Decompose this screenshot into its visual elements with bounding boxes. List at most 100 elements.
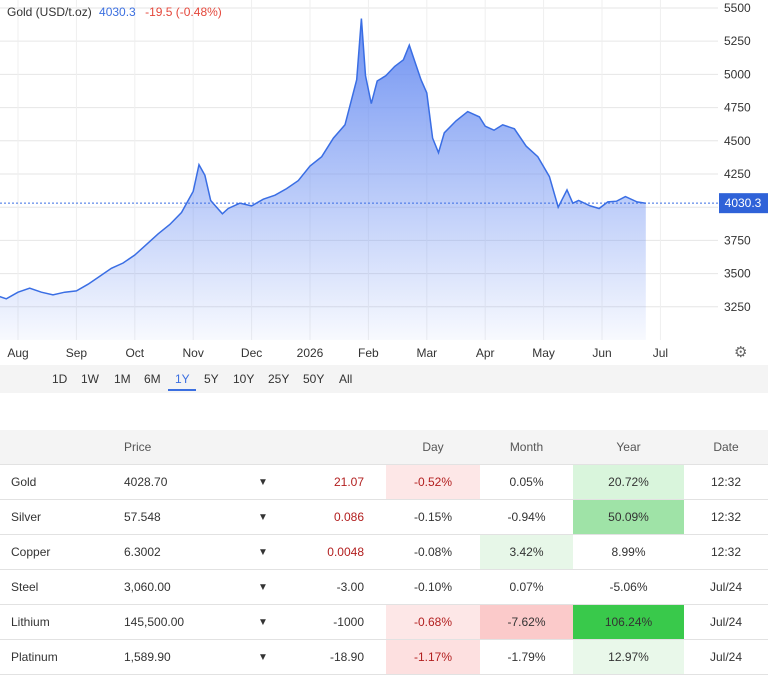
range-1d[interactable]: 1D <box>52 372 68 386</box>
row-date: 12:32 <box>684 499 768 535</box>
header-name <box>0 430 113 465</box>
row-name[interactable]: Lithium <box>0 604 113 640</box>
last-price-tag <box>719 193 768 214</box>
row-day: -1.17% <box>386 639 480 675</box>
gear-icon[interactable]: ⚙ <box>734 344 748 361</box>
table-row[interactable]: Silver 57.548 ▼ 0.086 -0.15% -0.94% 50.0… <box>0 499 768 535</box>
price-chart[interactable]: 5500525050004750450042504000375035003250… <box>0 0 768 365</box>
row-month: -1.79% <box>480 639 573 675</box>
row-month: 0.07% <box>480 569 573 605</box>
x-tick-label: May <box>532 346 555 360</box>
row-day: -0.10% <box>386 569 480 605</box>
instrument-change: -19.5 (-0.48%) <box>145 5 222 19</box>
table-row[interactable]: Gold 4028.70 ▼ 21.07 -0.52% 0.05% 20.72%… <box>0 464 768 500</box>
range-50y[interactable]: 50Y <box>303 372 325 386</box>
commodities-table: Price Day Month Year Date Gold 4028.70 ▼… <box>0 430 768 675</box>
table-row[interactable]: Lithium 145,500.00 ▼ -1000 -0.68% -7.62%… <box>0 604 768 640</box>
row-change: 0.086 <box>283 499 386 535</box>
y-tick-label: 4500 <box>724 134 751 148</box>
row-year: 8.99% <box>573 534 684 570</box>
arrow-down-icon: ▼ <box>243 499 283 535</box>
y-tick-label: 5000 <box>724 67 751 81</box>
price-line <box>0 18 646 300</box>
row-price: 4028.70 <box>113 464 243 500</box>
table-row[interactable]: Steel 3,060.00 ▼ -3.00 -0.10% 0.07% -5.0… <box>0 569 768 605</box>
range-6m[interactable]: 6M <box>144 372 161 386</box>
table-header-row: Price Day Month Year Date <box>0 430 768 465</box>
x-tick-label: 2026 <box>297 346 324 360</box>
row-change: 21.07 <box>283 464 386 500</box>
row-month: 3.42% <box>480 534 573 570</box>
range-all[interactable]: All <box>339 372 353 386</box>
range-25y[interactable]: 25Y <box>268 372 290 386</box>
row-price: 1,589.90 <box>113 639 243 675</box>
row-date: Jul/24 <box>684 569 768 605</box>
row-month: -7.62% <box>480 604 573 640</box>
header-arrow <box>243 430 283 465</box>
range-10y[interactable]: 10Y <box>233 372 255 386</box>
y-tick-label: 5500 <box>724 1 751 15</box>
row-date: 12:32 <box>684 534 768 570</box>
range-1w[interactable]: 1W <box>81 372 99 386</box>
x-tick-label: Oct <box>125 346 144 360</box>
row-date: Jul/24 <box>684 639 768 675</box>
range-1y[interactable]: 1Y <box>175 372 190 386</box>
arrow-down-icon: ▼ <box>243 639 283 675</box>
row-year: 12.97% <box>573 639 684 675</box>
row-price: 6.3002 <box>113 534 243 570</box>
x-tick-label: Aug <box>7 346 28 360</box>
row-date: Jul/24 <box>684 604 768 640</box>
row-change: -3.00 <box>283 569 386 605</box>
table-row[interactable]: Platinum 1,589.90 ▼ -18.90 -1.17% -1.79%… <box>0 639 768 675</box>
active-range-indicator <box>168 389 196 391</box>
row-year: 20.72% <box>573 464 684 500</box>
x-tick-label: Nov <box>183 346 204 360</box>
row-day: -0.68% <box>386 604 480 640</box>
y-tick-label: 3750 <box>724 233 751 247</box>
range-5y[interactable]: 5Y <box>204 372 219 386</box>
chart-header: Gold (USD/t.oz) 4030.3 -19.5 (-0.48%) <box>7 5 222 19</box>
range-1m[interactable]: 1M <box>114 372 131 386</box>
header-date[interactable]: Date <box>684 430 768 465</box>
row-change: -18.90 <box>283 639 386 675</box>
header-year[interactable]: Year <box>573 430 684 465</box>
area-fill <box>0 18 646 340</box>
header-month[interactable]: Month <box>480 430 573 465</box>
row-change: 0.0048 <box>283 534 386 570</box>
instrument-price: 4030.3 <box>99 5 136 19</box>
y-tick-label: 4750 <box>724 101 751 115</box>
row-change: -1000 <box>283 604 386 640</box>
x-tick-label: Jun <box>592 346 611 360</box>
arrow-down-icon: ▼ <box>243 604 283 640</box>
y-tick-label: 4250 <box>724 167 751 181</box>
table-row[interactable]: Copper 6.3002 ▼ 0.0048 -0.08% 3.42% 8.99… <box>0 534 768 570</box>
y-tick-label: 5250 <box>724 34 751 48</box>
instrument-name: Gold (USD/t.oz) <box>7 5 92 19</box>
last-price-label: 4030.3 <box>725 196 762 210</box>
row-year: 50.09% <box>573 499 684 535</box>
arrow-down-icon: ▼ <box>243 569 283 605</box>
row-month: 0.05% <box>480 464 573 500</box>
row-name[interactable]: Steel <box>0 569 113 605</box>
row-month: -0.94% <box>480 499 573 535</box>
row-price: 145,500.00 <box>113 604 243 640</box>
row-price: 3,060.00 <box>113 569 243 605</box>
row-year: -5.06% <box>573 569 684 605</box>
header-day[interactable]: Day <box>386 430 480 465</box>
y-tick-label: 3500 <box>724 267 751 281</box>
chart-svg[interactable]: 5500525050004750450042504000375035003250… <box>0 0 768 365</box>
header-change <box>283 430 386 465</box>
row-name[interactable]: Gold <box>0 464 113 500</box>
x-tick-label: Jul <box>653 346 668 360</box>
row-price: 57.548 <box>113 499 243 535</box>
x-tick-label: Mar <box>416 346 437 360</box>
row-day: -0.15% <box>386 499 480 535</box>
row-year: 106.24% <box>573 604 684 640</box>
y-tick-label: 3250 <box>724 300 751 314</box>
row-name[interactable]: Silver <box>0 499 113 535</box>
time-range-selector: 1D 1W 1M 6M 1Y 5Y 10Y 25Y 50Y All <box>0 365 768 393</box>
arrow-down-icon: ▼ <box>243 464 283 500</box>
row-name[interactable]: Platinum <box>0 639 113 675</box>
row-name[interactable]: Copper <box>0 534 113 570</box>
header-price[interactable]: Price <box>113 430 243 465</box>
